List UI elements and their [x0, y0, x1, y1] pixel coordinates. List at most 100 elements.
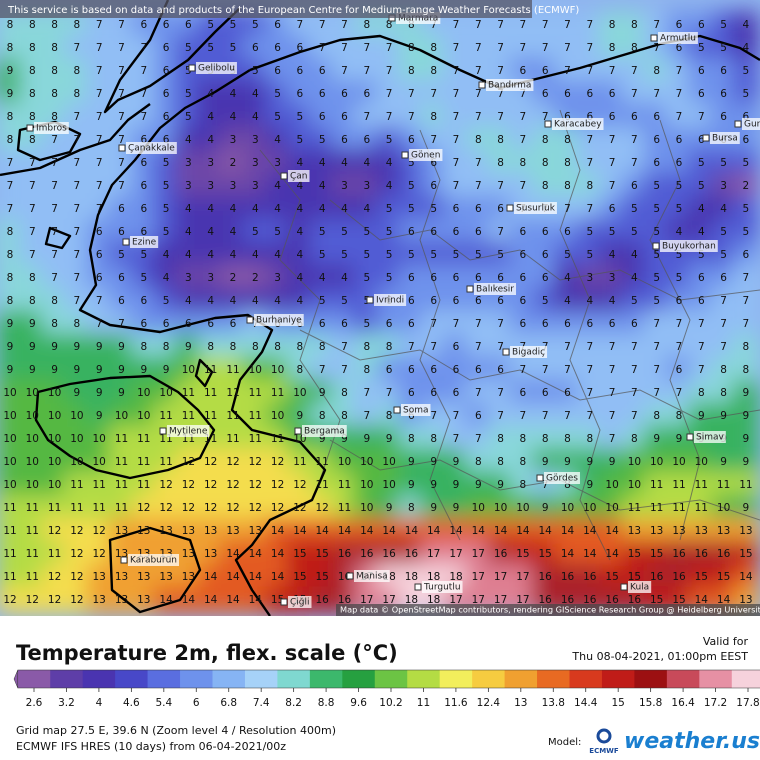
field-cell [665, 57, 693, 85]
field-cell [353, 149, 380, 177]
grid-value: 8 [74, 65, 81, 77]
grid-value: 4 [207, 226, 214, 238]
field-cell [621, 264, 648, 292]
field-cell [41, 264, 68, 292]
grid-value: 8 [430, 65, 437, 77]
grid-value: 6 [297, 42, 304, 54]
field-cell [331, 471, 358, 499]
grid-value: 7 [609, 410, 616, 422]
field-cell [375, 241, 403, 269]
grid-value: 14 [204, 571, 218, 583]
grid-value: 5 [297, 111, 304, 123]
field-cell [175, 241, 202, 269]
grid-value: 15 [650, 548, 663, 560]
field-cell [108, 264, 135, 292]
grid-value: 5 [185, 88, 192, 100]
grid-value: 9 [453, 502, 460, 514]
grid-value: 7 [520, 410, 527, 422]
grid-value: 8 [386, 341, 393, 353]
grid-value: 7 [453, 318, 460, 330]
field-cell [598, 517, 626, 545]
field-cell [621, 379, 648, 407]
field-cell [621, 287, 648, 315]
grid-value: 8 [653, 410, 660, 422]
grid-value: 10 [628, 479, 641, 491]
field-cell [398, 448, 425, 476]
grid-value: 7 [51, 203, 58, 215]
field-cell [375, 517, 403, 545]
field-cell [331, 241, 358, 269]
field-cell [331, 517, 358, 545]
grid-value: 6 [163, 134, 170, 146]
colorbar-segment [244, 670, 278, 688]
field-cell [398, 494, 425, 522]
field-cell [732, 11, 760, 39]
grid-value: 8 [74, 88, 81, 100]
field-cell [286, 356, 314, 384]
grid-value: 7 [698, 318, 705, 330]
field-cell [353, 172, 380, 200]
grid-value: 13 [739, 594, 752, 606]
grid-value: 5 [252, 226, 259, 238]
grid-value: 16 [672, 571, 686, 583]
field-cell [0, 195, 24, 223]
field-cell [219, 149, 247, 177]
grid-value: 7 [653, 318, 660, 330]
field-cell [643, 310, 670, 338]
grid-value: 15 [650, 594, 663, 606]
grid-value: 5 [676, 180, 683, 192]
field-cell [576, 425, 603, 453]
grid-value: 4 [185, 226, 192, 238]
field-cell [86, 333, 113, 361]
grid-value: 8 [363, 341, 370, 353]
grid-value: 12 [159, 479, 172, 491]
grid-value: 4 [319, 203, 326, 215]
place-marker [702, 134, 710, 142]
grid-value: 6 [698, 88, 705, 100]
grid-value: 9 [743, 433, 750, 445]
colorbar-tick-label: 8.8 [318, 697, 335, 709]
grid-value: 7 [51, 157, 58, 169]
grid-value: 7 [7, 180, 14, 192]
grid-value: 16 [494, 548, 508, 560]
grid-value: 7 [586, 157, 593, 169]
field-cell [598, 333, 626, 361]
field-cell [576, 34, 603, 62]
field-cell [732, 563, 760, 591]
grid-value: 11 [628, 502, 641, 514]
field-cell [420, 264, 447, 292]
field-cell [219, 517, 247, 545]
grid-value: 7 [386, 65, 393, 77]
grid-value: 4 [207, 88, 214, 100]
grid-value: 6 [207, 318, 214, 330]
field-cell [710, 149, 737, 177]
grid-value: 8 [497, 134, 504, 146]
grid-value: 18 [427, 594, 440, 606]
grid-value: 4 [386, 180, 393, 192]
grid-value: 7 [29, 203, 36, 215]
grid-value: 10 [3, 479, 16, 491]
place-bg [34, 122, 69, 134]
grid-value: 12 [249, 479, 262, 491]
grid-value: 3 [252, 157, 259, 169]
field-cell [442, 172, 470, 200]
field-cell [509, 448, 537, 476]
field-cell [732, 218, 760, 246]
field-cell [152, 494, 180, 522]
grid-value: 15 [316, 571, 329, 583]
grid-value: 6 [564, 226, 571, 238]
grid-value: 4 [274, 249, 281, 261]
grid-value: 7 [453, 134, 460, 146]
grid-value: 6 [118, 203, 125, 215]
field-cell [353, 402, 380, 430]
grid-value: 4 [564, 272, 571, 284]
grid-value: 5 [363, 318, 370, 330]
field-cell [309, 540, 336, 568]
grid-value: 8 [319, 341, 326, 353]
grid-value: 11 [182, 410, 195, 422]
colorbar-tick-label: 10.2 [379, 697, 402, 709]
grid-value: 7 [609, 387, 616, 399]
grid-value: 8 [631, 19, 638, 31]
field-cell [353, 425, 380, 453]
field-cell [621, 425, 648, 453]
